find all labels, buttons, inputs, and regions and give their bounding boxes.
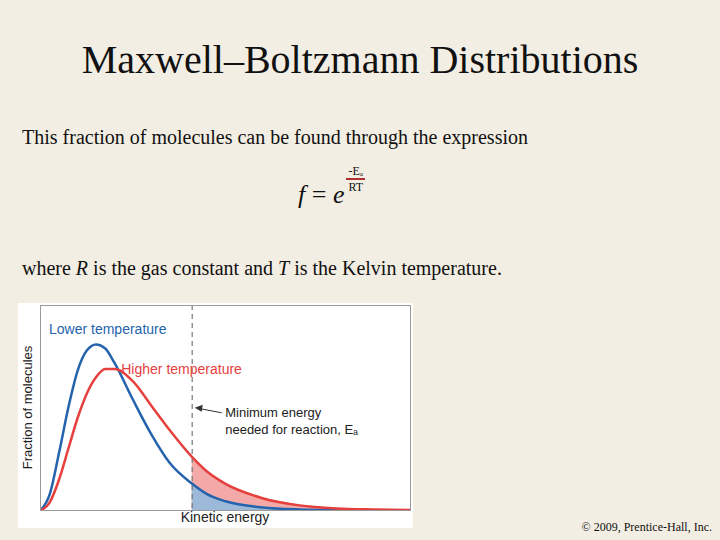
html-text:This fraction of molecules can: This fraction of molecules can be found … [22, 126, 528, 148]
svg-text:Higher temperature: Higher temperature [121, 361, 242, 377]
svg-text:Lower temperature: Lower temperature [49, 321, 167, 337]
html-text:f = e: f = e [298, 180, 345, 209]
html-text:where R is the gas constant an: where R is the gas constant and T is the… [22, 257, 502, 279]
html-text:-Eₐ: -Eₐ [348, 164, 364, 178]
html-text:RT: RT [348, 180, 364, 194]
svg-text:Fraction of molecules: Fraction of molecules [20, 345, 35, 469]
svg-text:Kinetic energy: Kinetic energy [181, 509, 270, 525]
html-text:Maxwell–Boltzmann Distribution: Maxwell–Boltzmann Distributions [81, 37, 639, 82]
svg-text:Minimum energyneeded for react: Minimum energyneeded for reaction, Eₐ [225, 405, 358, 437]
html-text:© 2009, Prentice-Hall, Inc.: © 2009, Prentice-Hall, Inc. [581, 520, 712, 534]
